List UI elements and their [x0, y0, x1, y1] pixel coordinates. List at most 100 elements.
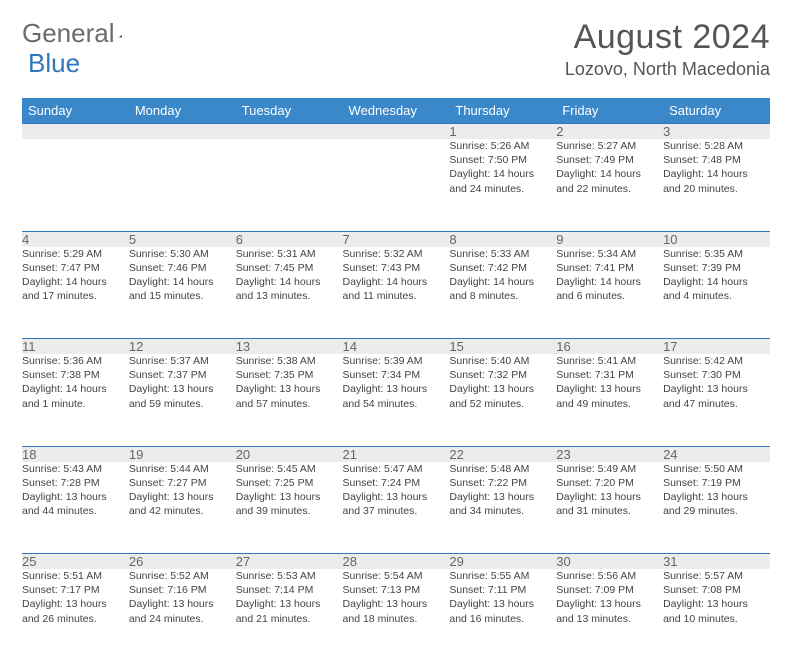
day-cell: Sunrise: 5:42 AMSunset: 7:30 PMDaylight:…	[663, 354, 770, 446]
sunrise-text: Sunrise: 5:49 AM	[556, 462, 663, 476]
daynum-row: 11121314151617	[22, 339, 770, 355]
daylight-text: and 39 minutes.	[236, 504, 343, 518]
logo-word2: Blue	[28, 48, 80, 79]
sunset-text: Sunset: 7:42 PM	[449, 261, 556, 275]
day-number: 5	[129, 231, 236, 247]
daylight-text: and 4 minutes.	[663, 289, 770, 303]
day-header: Monday	[129, 98, 236, 124]
daylight-text: Daylight: 14 hours	[236, 275, 343, 289]
daylight-text: Daylight: 13 hours	[22, 490, 129, 504]
day-cell: Sunrise: 5:50 AMSunset: 7:19 PMDaylight:…	[663, 462, 770, 554]
day-cell: Sunrise: 5:28 AMSunset: 7:48 PMDaylight:…	[663, 139, 770, 231]
sunset-text: Sunset: 7:14 PM	[236, 583, 343, 597]
sunrise-text: Sunrise: 5:40 AM	[449, 354, 556, 368]
daylight-text: Daylight: 13 hours	[663, 597, 770, 611]
daylight-text: and 21 minutes.	[236, 612, 343, 626]
daylight-text: and 42 minutes.	[129, 504, 236, 518]
page-header: General August 2024 Lozovo, North Macedo…	[22, 18, 770, 80]
daylight-text: and 31 minutes.	[556, 504, 663, 518]
sunset-text: Sunset: 7:47 PM	[22, 261, 129, 275]
day-cell	[236, 139, 343, 231]
sunrise-text: Sunrise: 5:47 AM	[343, 462, 450, 476]
sunset-text: Sunset: 7:16 PM	[129, 583, 236, 597]
day-number: 3	[663, 124, 770, 140]
day-number: 21	[343, 446, 450, 462]
sunrise-text: Sunrise: 5:38 AM	[236, 354, 343, 368]
daylight-text: Daylight: 14 hours	[663, 167, 770, 181]
sunset-text: Sunset: 7:38 PM	[22, 368, 129, 382]
sunset-text: Sunset: 7:35 PM	[236, 368, 343, 382]
day-cell: Sunrise: 5:54 AMSunset: 7:13 PMDaylight:…	[343, 569, 450, 661]
sunrise-text: Sunrise: 5:43 AM	[22, 462, 129, 476]
daylight-text: Daylight: 13 hours	[129, 382, 236, 396]
sunset-text: Sunset: 7:34 PM	[343, 368, 450, 382]
daylight-text: Daylight: 14 hours	[22, 275, 129, 289]
day-cell: Sunrise: 5:32 AMSunset: 7:43 PMDaylight:…	[343, 247, 450, 339]
day-cell: Sunrise: 5:55 AMSunset: 7:11 PMDaylight:…	[449, 569, 556, 661]
day-cell: Sunrise: 5:44 AMSunset: 7:27 PMDaylight:…	[129, 462, 236, 554]
logo-word1: General	[22, 18, 115, 49]
day-number: 2	[556, 124, 663, 140]
sunrise-text: Sunrise: 5:48 AM	[449, 462, 556, 476]
sunset-text: Sunset: 7:27 PM	[129, 476, 236, 490]
content-row: Sunrise: 5:36 AMSunset: 7:38 PMDaylight:…	[22, 354, 770, 446]
day-cell: Sunrise: 5:31 AMSunset: 7:45 PMDaylight:…	[236, 247, 343, 339]
day-number: 8	[449, 231, 556, 247]
day-number: 11	[22, 339, 129, 355]
day-number	[129, 124, 236, 140]
daylight-text: and 49 minutes.	[556, 397, 663, 411]
day-number: 25	[22, 554, 129, 570]
daylight-text: Daylight: 14 hours	[22, 382, 129, 396]
day-header: Thursday	[449, 98, 556, 124]
day-number	[236, 124, 343, 140]
sunset-text: Sunset: 7:28 PM	[22, 476, 129, 490]
daylight-text: and 26 minutes.	[22, 612, 129, 626]
day-number: 17	[663, 339, 770, 355]
daylight-text: and 44 minutes.	[22, 504, 129, 518]
daylight-text: and 16 minutes.	[449, 612, 556, 626]
sunrise-text: Sunrise: 5:33 AM	[449, 247, 556, 261]
sunset-text: Sunset: 7:32 PM	[449, 368, 556, 382]
daylight-text: and 6 minutes.	[556, 289, 663, 303]
sunrise-text: Sunrise: 5:56 AM	[556, 569, 663, 583]
day-cell: Sunrise: 5:43 AMSunset: 7:28 PMDaylight:…	[22, 462, 129, 554]
day-number: 28	[343, 554, 450, 570]
daylight-text: Daylight: 13 hours	[449, 490, 556, 504]
daylight-text: and 13 minutes.	[556, 612, 663, 626]
daylight-text: and 17 minutes.	[22, 289, 129, 303]
daylight-text: Daylight: 13 hours	[236, 597, 343, 611]
day-cell: Sunrise: 5:57 AMSunset: 7:08 PMDaylight:…	[663, 569, 770, 661]
sunset-text: Sunset: 7:17 PM	[22, 583, 129, 597]
day-cell: Sunrise: 5:37 AMSunset: 7:37 PMDaylight:…	[129, 354, 236, 446]
daylight-text: and 1 minute.	[22, 397, 129, 411]
sunrise-text: Sunrise: 5:26 AM	[449, 139, 556, 153]
calendar-table: Sunday Monday Tuesday Wednesday Thursday…	[22, 98, 770, 661]
day-cell: Sunrise: 5:33 AMSunset: 7:42 PMDaylight:…	[449, 247, 556, 339]
sunset-text: Sunset: 7:50 PM	[449, 153, 556, 167]
day-number: 29	[449, 554, 556, 570]
content-row: Sunrise: 5:26 AMSunset: 7:50 PM Daylight:…	[22, 139, 770, 231]
sunset-text: Sunset: 7:31 PM	[556, 368, 663, 382]
day-cell: Sunrise: 5:53 AMSunset: 7:14 PMDaylight:…	[236, 569, 343, 661]
day-number: 30	[556, 554, 663, 570]
daylight-text: and 10 minutes.	[663, 612, 770, 626]
day-cell: Sunrise: 5:39 AMSunset: 7:34 PMDaylight:…	[343, 354, 450, 446]
daylight-text: Daylight: 13 hours	[129, 490, 236, 504]
daylight-text: and 47 minutes.	[663, 397, 770, 411]
sunrise-text: Sunrise: 5:29 AM	[22, 247, 129, 261]
day-cell: Sunrise: 5:41 AMSunset: 7:31 PMDaylight:…	[556, 354, 663, 446]
daylight-text: Daylight: 13 hours	[556, 490, 663, 504]
sunrise-text: Sunrise: 5:36 AM	[22, 354, 129, 368]
month-title: August 2024	[565, 18, 770, 57]
daylight-text: and 52 minutes.	[449, 397, 556, 411]
sunrise-text: Sunrise: 5:27 AM	[556, 139, 663, 153]
day-number: 19	[129, 446, 236, 462]
daylight-text: and 8 minutes.	[449, 289, 556, 303]
day-cell: Sunrise: 5:45 AMSunset: 7:25 PMDaylight:…	[236, 462, 343, 554]
location: Lozovo, North Macedonia	[565, 59, 770, 80]
sunset-text: Sunset: 7:43 PM	[343, 261, 450, 275]
daylight-text: Daylight: 14 hours	[129, 275, 236, 289]
sunset-text: Sunset: 7:24 PM	[343, 476, 450, 490]
day-number: 1	[449, 124, 556, 140]
day-number: 16	[556, 339, 663, 355]
